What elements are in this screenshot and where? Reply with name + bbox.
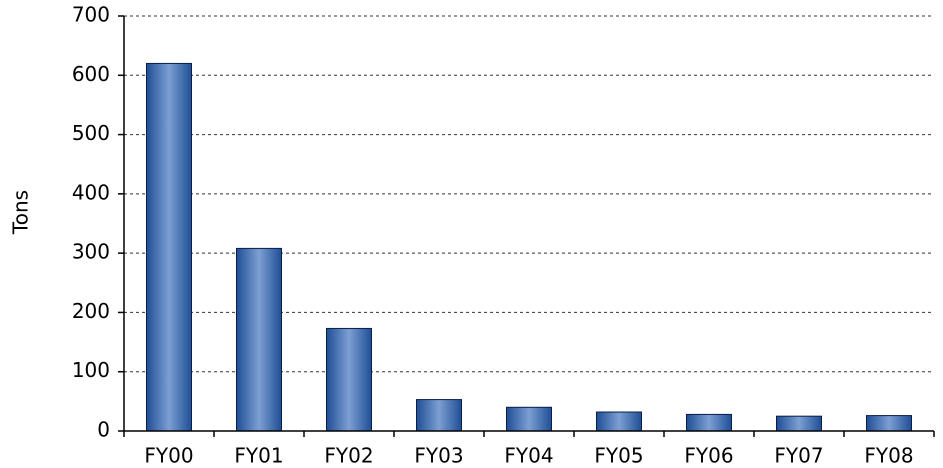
y-tick-label: 0 [97,418,110,442]
x-tick-label: FY07 [774,444,823,468]
y-tick-label: 100 [72,358,110,382]
bar [506,406,552,432]
y-axis-label: Tons [9,190,33,235]
x-tick-label: FY05 [594,444,643,468]
y-tick-label: 300 [72,240,110,264]
y-tick-label: 200 [72,299,110,323]
bar [866,415,912,432]
y-tick-label: 700 [72,3,110,27]
y-tick-label: 600 [72,62,110,86]
bar [596,411,642,432]
bar [416,399,462,432]
bar [326,327,372,432]
x-tick-label: FY02 [324,444,373,468]
x-tick-label: FY06 [684,444,733,468]
x-tick-label: FY00 [144,444,193,468]
y-tick-label: 500 [72,121,110,145]
bar [146,62,192,432]
x-tick-label: FY04 [504,444,553,468]
bar [776,415,822,432]
x-tick-label: FY08 [864,444,913,468]
bar [686,413,732,432]
x-tick-label: FY03 [414,444,463,468]
y-tick-label: 400 [72,180,110,204]
x-tick-label: FY01 [234,444,283,468]
bar [236,247,282,432]
